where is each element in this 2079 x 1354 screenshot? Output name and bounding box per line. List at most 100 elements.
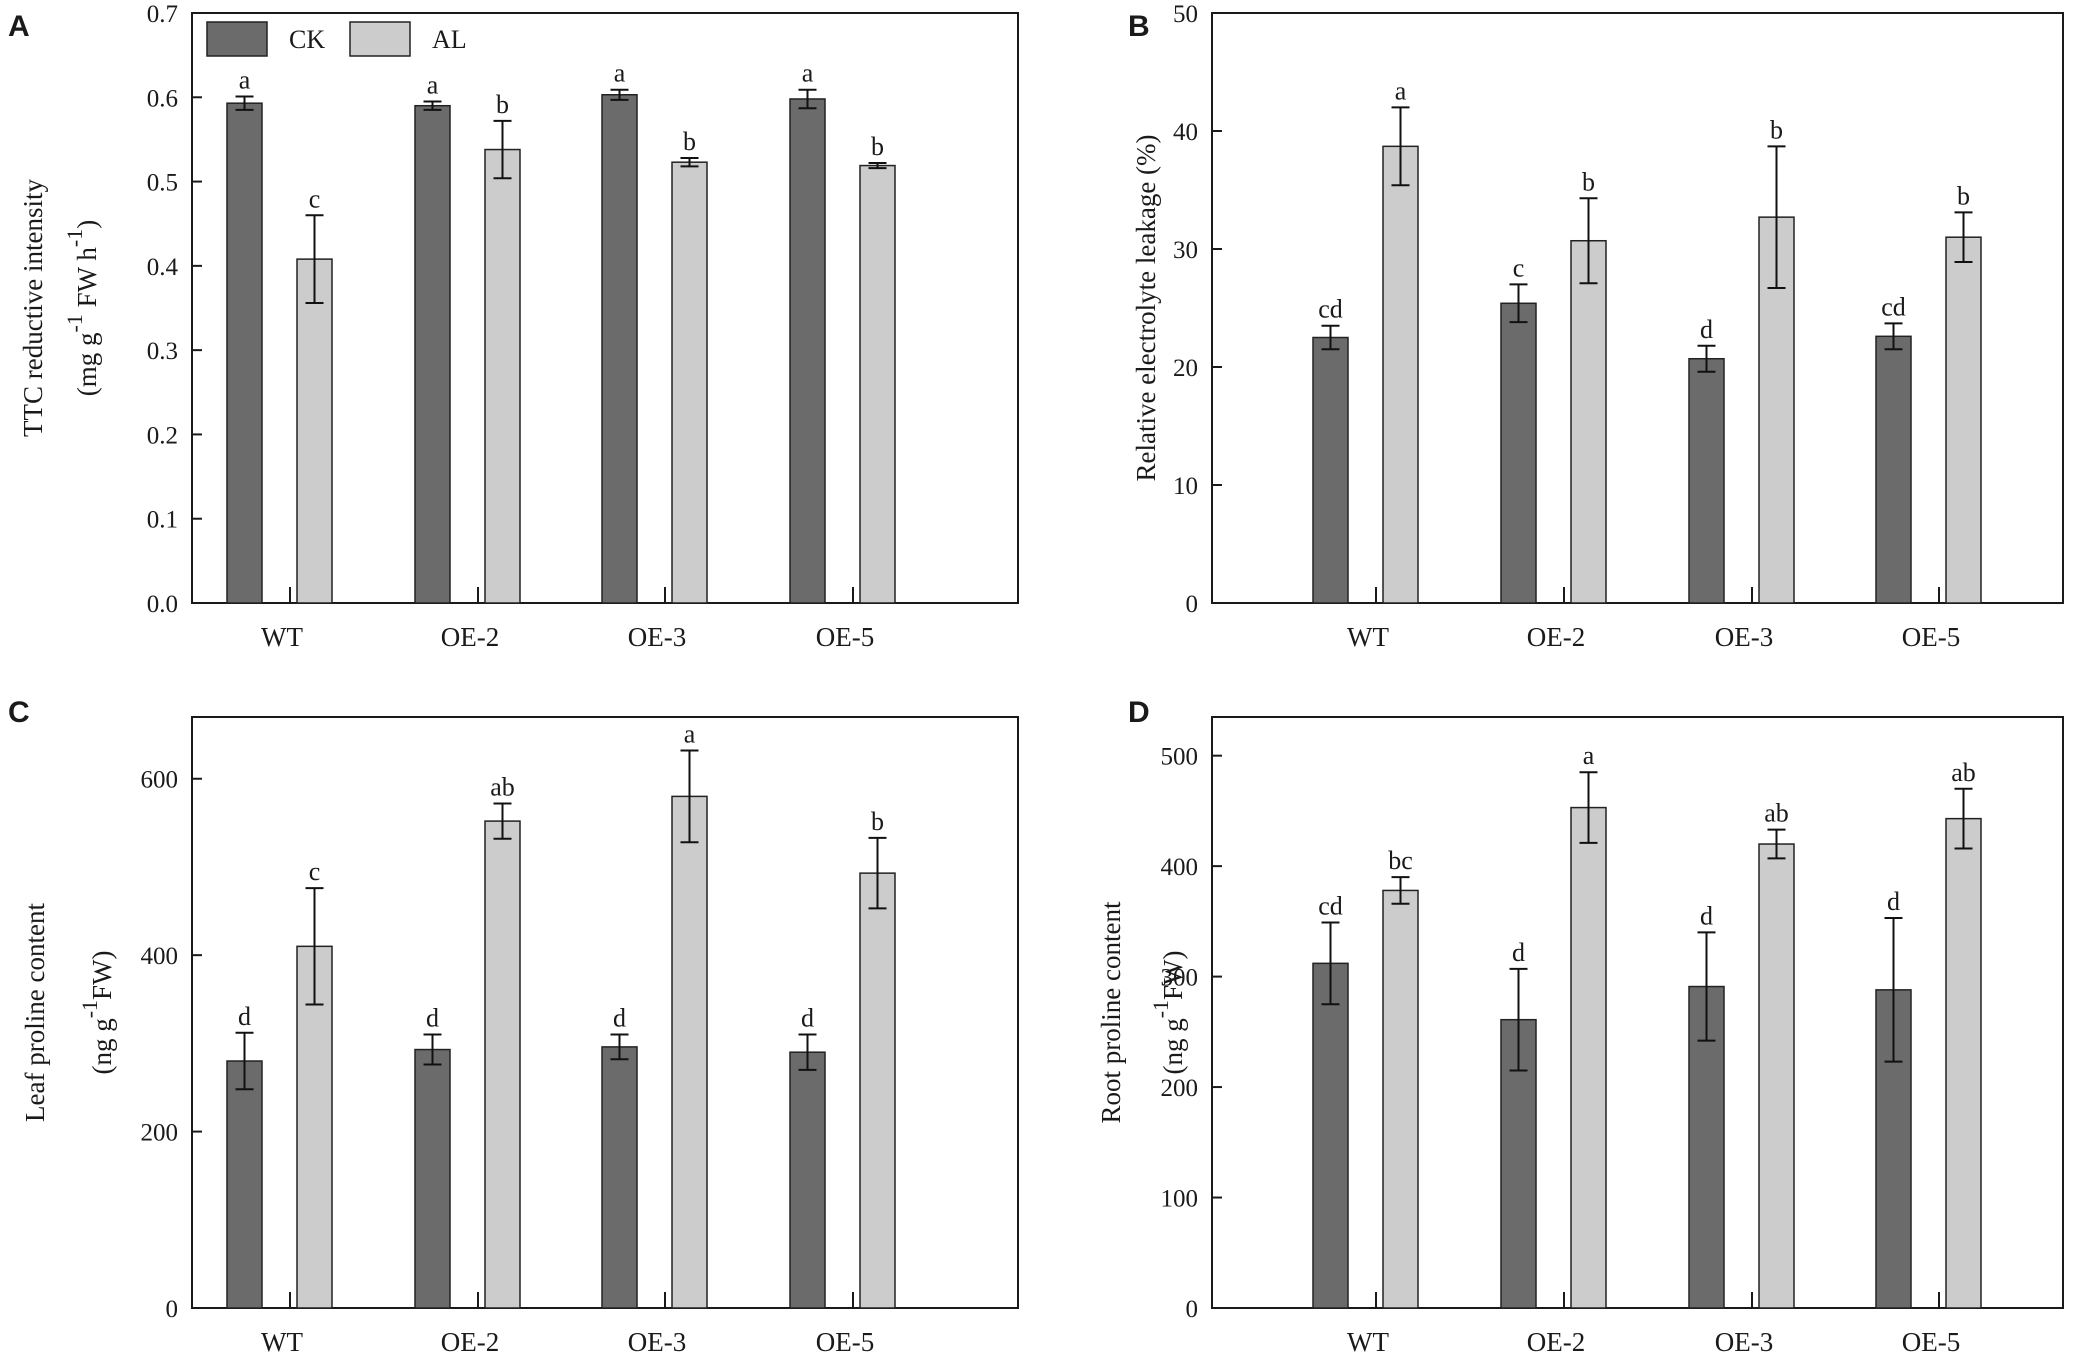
significance-label: a — [802, 59, 814, 88]
significance-label: bc — [1388, 846, 1413, 875]
y-axis-title: Root proline content — [1096, 901, 1126, 1123]
y-tick-label: 300 — [1161, 965, 1199, 992]
legend-swatch-ck — [206, 21, 268, 57]
y-tick-label: 50 — [1173, 1, 1198, 28]
significance-label: ab — [1764, 799, 1789, 828]
significance-label: c — [309, 857, 321, 886]
panel-c: C 0 200 400 600 d c WT d ab OE-2 d a OE-3 d b OE-5 Leaf p… — [8, 696, 1019, 1354]
y-tick-label: 30 — [1173, 237, 1198, 264]
significance-label: b — [871, 807, 884, 836]
legend: CK AL — [206, 21, 467, 57]
unit-superscript: -1 — [62, 314, 87, 332]
y-tick-label: 0 — [166, 1296, 179, 1323]
y-axis-title: Relative electrolyte leakage (%) — [1131, 134, 1161, 481]
unit-text: FW h — [72, 247, 102, 315]
x-tick-label: WT — [261, 622, 303, 652]
significance-label: cd — [1881, 292, 1906, 321]
bar-al — [296, 258, 333, 604]
x-tick-label: OE-5 — [816, 1327, 874, 1354]
y-tick-label: 0.6 — [147, 85, 178, 112]
x-tick-label: OE-5 — [1902, 1327, 1960, 1354]
significance-label: d — [1887, 887, 1900, 916]
bar-ck — [1875, 335, 1912, 604]
y-axis-unit: (ng g-1FW) — [1148, 950, 1188, 1074]
unit-text: (ng g — [87, 1018, 117, 1074]
significance-label: a — [1395, 76, 1407, 105]
bar-ck — [226, 1060, 263, 1309]
significance-label: a — [684, 720, 696, 749]
y-axis-title: TTC reductive intensity — [18, 179, 48, 437]
plot-frame — [1211, 716, 2064, 1309]
significance-label: d — [1700, 315, 1713, 344]
bar-al — [1945, 236, 1982, 604]
y-tick-label: 0.0 — [147, 591, 178, 618]
y-tick-label: 40 — [1173, 119, 1198, 146]
panel-letter: A — [8, 10, 30, 43]
significance-label: ab — [490, 772, 515, 801]
y-tick-label: 0.3 — [147, 338, 178, 365]
legend-label-al: AL — [432, 25, 467, 54]
y-axis-unit: (mg g-1 FW h-1) — [62, 220, 102, 396]
unit-text: FW) — [1158, 950, 1188, 1000]
bar-al — [1758, 843, 1795, 1309]
significance-label: b — [496, 90, 509, 119]
x-tick-label: WT — [1347, 622, 1389, 652]
x-tick-label: OE-3 — [1715, 622, 1773, 652]
bar-ck — [414, 104, 451, 604]
bar-ck — [789, 1051, 826, 1309]
y-axis-title: Leaf proline content — [20, 903, 50, 1122]
y-tick-label: 400 — [141, 943, 179, 970]
x-tick-label: OE-2 — [441, 622, 499, 652]
significance-label: a — [427, 71, 439, 100]
x-tick-label: WT — [1347, 1327, 1389, 1354]
y-tick-label: 0.2 — [147, 422, 178, 449]
bar-ck — [1500, 302, 1537, 604]
significance-label: d — [238, 1002, 251, 1031]
significance-label: d — [613, 1004, 626, 1033]
panel-a: A 0.0 0.1 0.2 0.3 0.4 0.5 0.6 0.7 a c WT a b OE-2 a b OE-… — [8, 1, 1019, 652]
significance-label: a — [239, 65, 251, 94]
unit-text: (ng g — [1158, 1018, 1188, 1074]
y-tick-label: 0 — [1186, 591, 1199, 618]
x-tick-label: OE-3 — [628, 1327, 686, 1354]
x-tick-label: OE-3 — [628, 622, 686, 652]
bar-al — [671, 795, 708, 1309]
significance-label: b — [1770, 115, 1783, 144]
y-tick-label: 0 — [1186, 1296, 1199, 1323]
legend-swatch-al — [349, 21, 411, 57]
legend-label-ck: CK — [289, 25, 325, 54]
panel-letter: C — [8, 696, 30, 729]
y-tick-label: 0.1 — [147, 507, 178, 534]
bar-al — [1382, 145, 1419, 604]
significance-label: c — [1513, 253, 1525, 282]
x-tick-label: OE-5 — [816, 622, 874, 652]
x-tick-label: OE-2 — [1527, 622, 1585, 652]
bar-ck — [226, 102, 263, 604]
x-tick-label: OE-2 — [1527, 1327, 1585, 1354]
x-tick-label: WT — [261, 1327, 303, 1354]
bar-ck — [601, 94, 638, 604]
y-tick-label: 20 — [1173, 355, 1198, 382]
panel-b: B 0 10 20 30 40 50 cd a WT c b OE-2 d b OE-3 cd b OE-5 Rela… — [1128, 1, 2064, 652]
significance-label: d — [1512, 938, 1525, 967]
unit-superscript: -1 — [62, 229, 87, 247]
y-tick-label: 0.7 — [147, 1, 178, 28]
bar-ck — [1688, 985, 1725, 1309]
bar-ck — [1312, 962, 1349, 1309]
y-tick-label: 400 — [1161, 854, 1199, 881]
bar-al — [671, 161, 708, 604]
x-tick-label: OE-5 — [1902, 622, 1960, 652]
bar-al — [1570, 806, 1607, 1309]
y-tick-label: 0.4 — [147, 254, 179, 281]
y-tick-label: 600 — [141, 767, 179, 794]
x-tick-label: OE-2 — [441, 1327, 499, 1354]
significance-label: cd — [1318, 295, 1343, 324]
unit-text: (mg g — [72, 332, 102, 396]
significance-label: b — [683, 127, 696, 156]
significance-label: d — [426, 1004, 439, 1033]
bar-al — [484, 148, 521, 604]
significance-label: a — [614, 59, 626, 88]
significance-label: d — [1700, 901, 1713, 930]
panel-d: D 0 100 200 300 400 500 cd bc WT d a OE-2 d ab OE-3 d ab O… — [1096, 696, 2064, 1354]
plot-frame — [1211, 12, 2064, 604]
